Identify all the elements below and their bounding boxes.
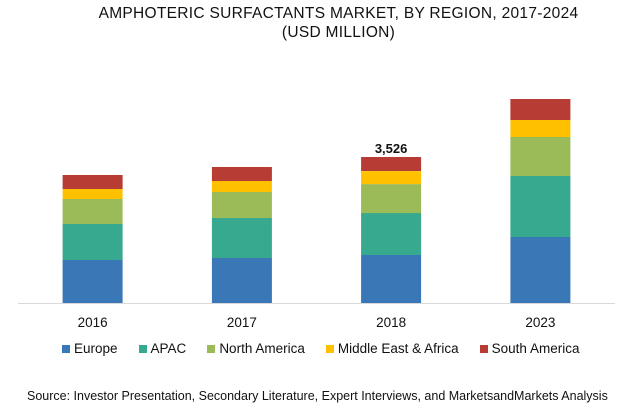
x-tick-label: 2023 [525, 315, 555, 330]
chart-title: AMPHOTERIC SURFACTANTS MARKET, BY REGION… [98, 5, 579, 22]
source-note: Source: Investor Presentation, Secondary… [27, 389, 608, 403]
bar-europe-2018 [361, 255, 422, 303]
bar-stack-2023 [510, 99, 571, 303]
bar-north-america-2016 [62, 199, 123, 224]
bar-apac-2023 [510, 176, 571, 237]
x-tick-label: 2018 [376, 315, 406, 330]
bar-north-america-2018 [361, 184, 422, 214]
legend-item-north-america: North America [207, 341, 305, 356]
bar-apac-2016 [62, 224, 123, 260]
legend-label: South America [491, 341, 580, 356]
bar-south-america-2016 [62, 175, 123, 189]
chart-subtitle: (USD MILLION) [281, 24, 396, 41]
legend-item-south-america: South America [479, 341, 580, 356]
data-label-total-2018: 3,526 [375, 141, 408, 156]
bar-north-america-2023 [510, 137, 571, 176]
bar-europe-2016 [62, 260, 123, 303]
x-tick-label: 2016 [78, 315, 108, 330]
bar-middle-east-africa-2016 [62, 189, 123, 199]
bar-middle-east-africa-2023 [510, 120, 571, 137]
legend-item-europe: Europe [62, 341, 118, 356]
bar-europe-2017 [211, 258, 272, 303]
bar-middle-east-africa-2017 [211, 181, 272, 192]
bar-stack-2018 [361, 157, 422, 303]
data-labels: 3,526 [375, 141, 408, 156]
bars-layer [62, 99, 571, 303]
bar-stack-2017 [211, 167, 272, 303]
bar-south-america-2018 [361, 157, 422, 171]
legend-swatch [138, 344, 147, 353]
bar-south-america-2023 [510, 99, 571, 120]
legend-label: Middle East & Africa [337, 341, 459, 356]
bar-middle-east-africa-2018 [361, 171, 422, 185]
bar-apac-2017 [211, 218, 272, 258]
legend-swatch [207, 344, 216, 353]
legend-swatch [62, 344, 70, 353]
x-axis-ticks: 2016 2017 2018 2023 [78, 315, 556, 330]
bar-apac-2018 [361, 213, 422, 255]
bar-stack-2016 [62, 175, 123, 303]
x-tick-label: 2017 [227, 315, 257, 330]
legend-item-apac: APAC [138, 341, 187, 356]
legend-label: North America [219, 341, 305, 356]
legend-label: APAC [150, 341, 187, 356]
legend-item-middle-east-africa: Middle East & Africa [325, 341, 459, 356]
bar-south-america-2017 [211, 167, 272, 181]
legend-label: Europe [74, 341, 118, 356]
legend-swatch [479, 344, 488, 353]
legend-swatch [325, 344, 334, 353]
bar-north-america-2017 [211, 192, 272, 218]
bar-europe-2023 [510, 237, 571, 303]
legend: Europe APAC North America Middle East & Afr… [62, 341, 600, 356]
